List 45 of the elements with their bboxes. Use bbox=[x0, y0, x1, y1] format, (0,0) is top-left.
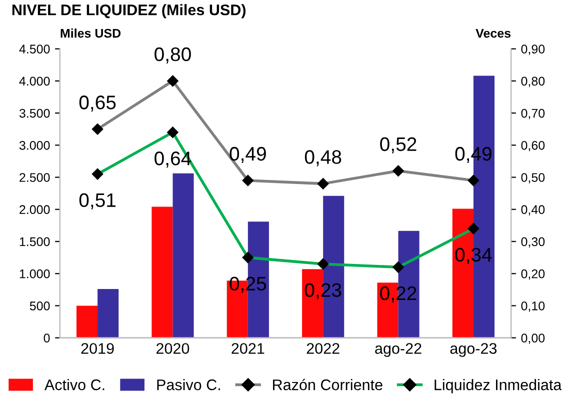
chart-title: NIVEL DE LIQUIDEZ (Miles USD) bbox=[12, 4, 246, 18]
bar bbox=[76, 306, 98, 338]
data-label: 0,49 bbox=[230, 146, 266, 163]
y2-tick-label: 0,50 bbox=[521, 173, 545, 184]
bar bbox=[172, 173, 194, 338]
y-tick-label: 2.500 bbox=[20, 173, 50, 182]
y-tick-label: 1.000 bbox=[20, 269, 50, 278]
y2-tick-label: 0,20 bbox=[521, 269, 545, 280]
y-tick-label: 4.000 bbox=[19, 76, 50, 86]
x-tick-label: 2021 bbox=[232, 343, 264, 354]
y-tick-label: 4.500 bbox=[19, 44, 50, 54]
y2-tick-label: 0,70 bbox=[521, 108, 545, 120]
y-tick-label: 500 bbox=[30, 302, 50, 310]
data-label: 0,65 bbox=[79, 96, 116, 112]
y2-tick-label: 0,30 bbox=[521, 237, 545, 248]
y2-tick-label: 0,60 bbox=[521, 140, 545, 152]
y2-tick-label: 0,80 bbox=[521, 76, 545, 88]
y2-axis-title: Veces bbox=[476, 28, 511, 38]
x-tick-label: ago-23 bbox=[450, 343, 497, 357]
bar bbox=[98, 289, 119, 338]
y-tick-label: 3.500 bbox=[19, 108, 50, 118]
data-label: 0,34 bbox=[455, 248, 492, 264]
x-tick-label: 2022 bbox=[306, 343, 340, 354]
legend-label: Activo C. bbox=[44, 379, 104, 390]
data-label: 0,48 bbox=[304, 150, 342, 166]
x-tick-label: ago-22 bbox=[375, 343, 422, 357]
y2-tick-label: 0,90 bbox=[521, 44, 545, 55]
data-label: 0,22 bbox=[380, 286, 416, 302]
y-tick-label: 3.000 bbox=[19, 140, 50, 150]
y2-tick-label: 0,10 bbox=[521, 302, 545, 312]
y-tick-label: 1.500 bbox=[20, 237, 50, 246]
y-axis-title: Miles USD bbox=[60, 28, 121, 38]
bar bbox=[152, 206, 173, 338]
data-label: 0,80 bbox=[154, 47, 191, 64]
y-tick-label: 2.000 bbox=[20, 205, 50, 214]
x-tick-label: 2019 bbox=[81, 343, 114, 354]
legend-label: Liquidez Inmediata bbox=[434, 379, 562, 394]
legend-label: Razón Corriente bbox=[273, 378, 382, 390]
y2-tick-label: 0,40 bbox=[521, 205, 545, 216]
legend-label: Pasivo C. bbox=[157, 379, 220, 390]
y-tick-label: 0 bbox=[44, 334, 50, 342]
data-label: 0,51 bbox=[79, 193, 116, 210]
y2-tick-label: 0,00 bbox=[521, 334, 545, 344]
x-tick-label: 2020 bbox=[156, 343, 190, 354]
data-label: 0,52 bbox=[380, 137, 416, 154]
